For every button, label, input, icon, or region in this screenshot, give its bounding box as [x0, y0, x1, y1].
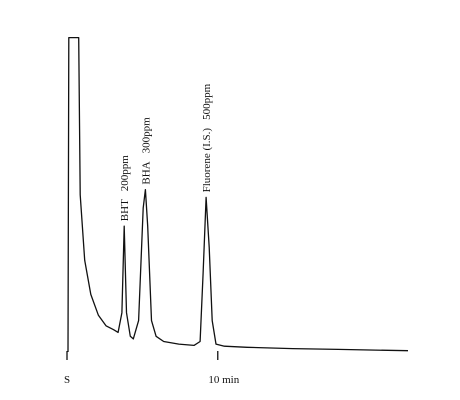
peak-label-layer: BHT 200ppm BHA 300ppm Fluorene (I.S.) 500ppm: [119, 83, 213, 221]
peak-label: BHT 200ppm: [119, 155, 131, 222]
peak-label: Fluorene (I.S.) 500ppm: [201, 83, 213, 192]
peak-concentration: 500ppm: [201, 83, 213, 120]
chromatogram-trace: [67, 36, 409, 353]
peak-concentration: 300ppm: [140, 117, 152, 154]
time-marker-layer: S 10 min: [64, 351, 240, 386]
time-marker-label: 10 min: [208, 374, 239, 386]
time-marker-label: S: [64, 374, 70, 386]
peak-name: Fluorene (I.S.): [201, 128, 213, 193]
peak-label: BHA 300ppm: [140, 117, 152, 185]
peak-concentration: 200ppm: [119, 155, 131, 192]
peak-name: BHT: [119, 199, 131, 221]
peak-name: BHA: [140, 161, 152, 184]
trace-layer: [67, 36, 409, 353]
